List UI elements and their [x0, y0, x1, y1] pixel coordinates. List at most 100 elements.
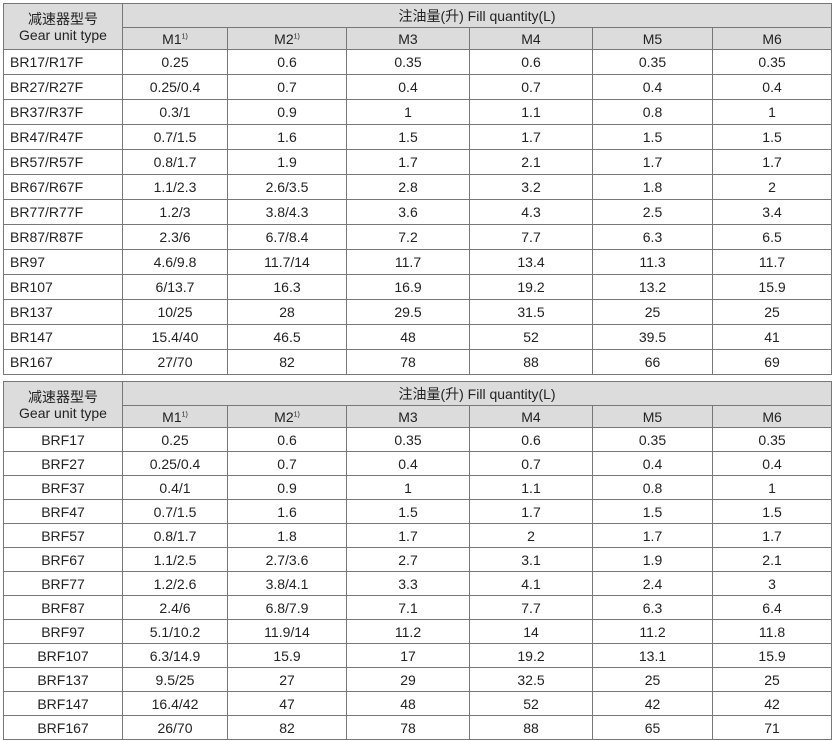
fill-quantity-cell: 71 [711, 715, 833, 740]
fill-quantity-cell: 15.9 [711, 643, 833, 668]
fill-quantity-cell: 0.9 [227, 99, 347, 125]
column-header-m2: M21) [227, 405, 347, 428]
table-row: BRF137 9.5/25 27 29 32.5 25 25 [3, 667, 833, 692]
fill-quantity-cell: 2 [469, 523, 593, 548]
fill-quantity-cell: 46.5 [227, 324, 347, 350]
fill-quantity-cell: 1.7 [469, 499, 593, 524]
fill-quantity-cell: 0.4 [346, 451, 470, 476]
fill-quantity-cell: 1.2/3 [122, 199, 228, 225]
fill-quantity-cell: 1 [346, 99, 470, 125]
fill-quantity-cell: 2.4/6 [122, 595, 228, 620]
fill-quantity-cell: 17 [346, 643, 470, 668]
fill-quantity-cell: 2.4 [592, 571, 713, 596]
fill-quantity-cell: 1.5 [592, 124, 713, 150]
fill-quantity-cell: 1.7 [711, 149, 833, 175]
fill-quantity-cell: 0.35 [346, 49, 470, 75]
gear-unit-type-cell: BRF27 [3, 451, 123, 476]
fill-quantity-cell: 0.4 [711, 74, 833, 100]
fill-quantity-cell: 1 [711, 475, 833, 500]
fill-quantity-cell: 1.5 [346, 499, 470, 524]
gear-unit-type-cell: BRF37 [3, 475, 123, 500]
fill-quantity-cell: 13.2 [592, 274, 713, 300]
table-row: BR47/R47F 0.7/1.5 1.6 1.5 1.7 1.5 1.5 [3, 124, 833, 150]
fill-quantity-cell: 78 [346, 715, 470, 740]
fill-quantity-cell: 1.7 [592, 523, 713, 548]
column-header-m5: M5 [592, 27, 713, 50]
gear-unit-type-cell: BR87/R87F [3, 224, 123, 250]
fill-quantity-cell: 26/70 [122, 715, 228, 740]
gear-unit-type-header: 减速器型号 Gear unit type [3, 381, 123, 428]
fill-quantity-cell: 0.7 [469, 74, 593, 100]
fill-quantity-cell: 1.7 [346, 523, 470, 548]
fill-quantity-cell: 0.7/1.5 [122, 499, 228, 524]
gear-unit-type-cell: BR67/R67F [3, 174, 123, 200]
fill-quantity-cell: 15.9 [711, 274, 833, 300]
gear-unit-type-cell: BR97 [3, 249, 123, 275]
fill-quantity-cell: 19.2 [469, 274, 593, 300]
column-label: M5 [642, 30, 663, 47]
table-row: BRF27 0.25/0.4 0.7 0.4 0.7 0.4 0.4 [3, 451, 833, 476]
gear-unit-type-cell: BR77/R77F [3, 199, 123, 225]
fill-quantity-cell: 52 [469, 324, 593, 350]
fill-quantity-cell: 1.7 [469, 124, 593, 150]
fill-quantity-cell: 4.3 [469, 199, 593, 225]
gear-unit-type-cell: BRF57 [3, 523, 123, 548]
fill-quantity-cell: 15.4/40 [122, 324, 228, 350]
fill-quantity-cell: 1.9 [592, 547, 713, 572]
table-row: BRF77 1.2/2.6 3.8/4.1 3.3 4.1 2.4 3 [3, 571, 833, 596]
column-label: M6 [762, 30, 782, 47]
fill-quantity-cell: 16.9 [346, 274, 470, 300]
fill-quantity-cell: 1.5 [346, 124, 470, 150]
column-label: M1 [162, 408, 182, 425]
fill-quantity-cell: 11.3 [592, 249, 713, 275]
fill-quantity-cell: 78 [346, 349, 470, 375]
fill-quantity-cell: 6.8/7.9 [227, 595, 347, 620]
gear-unit-type-cell: BRF97 [3, 619, 123, 644]
fill-quantity-cell: 4.6/9.8 [122, 249, 228, 275]
fill-quantity-cell: 3.4 [711, 199, 833, 225]
fill-quantity-cell: 1.8 [227, 523, 347, 548]
fill-quantity-cell: 88 [469, 715, 593, 740]
table-row: BRF97 5.1/10.2 11.9/14 11.2 14 11.2 11.8 [3, 619, 833, 644]
fill-quantity-cell: 0.7 [469, 451, 593, 476]
fill-quantity-cell: 1.6 [227, 124, 347, 150]
fill-quantity-cell: 39.5 [592, 324, 713, 350]
fill-quantity-cell: 1.5 [711, 499, 833, 524]
column-label: M2 [274, 30, 294, 47]
column-header-m6: M6 [711, 405, 833, 428]
fill-quantity-cell: 6.3 [592, 224, 713, 250]
gear-unit-type-cell: BRF47 [3, 499, 123, 524]
fill-quantity-cell: 41 [711, 324, 833, 350]
fill-quantity-cell: 25 [592, 667, 713, 692]
fill-quantity-cell: 0.4 [592, 451, 713, 476]
fill-quantity-cell: 1.1/2.5 [122, 547, 228, 572]
fill-quantity-cell: 0.7 [227, 74, 347, 100]
fill-quantity-cell: 0.4 [346, 74, 470, 100]
fill-quantity-cell: 0.8/1.7 [122, 149, 228, 175]
fill-quantity-cell: 11.7 [346, 249, 470, 275]
fill-quantity-cell: 6.4 [711, 595, 833, 620]
fill-quantity-cell: 6.7/8.4 [227, 224, 347, 250]
table-row: BRF167 26/70 82 78 88 65 71 [3, 715, 833, 740]
fill-quantity-cell: 16.3 [227, 274, 347, 300]
fill-quantity-cell: 1.8 [592, 174, 713, 200]
fill-quantity-cell: 2.6/3.5 [227, 174, 347, 200]
fill-quantity-cell: 0.25 [122, 49, 228, 75]
fill-quantity-cell: 48 [346, 324, 470, 350]
fill-quantity-cell: 13.1 [592, 643, 713, 668]
fill-quantity-cell: 7.2 [346, 224, 470, 250]
fill-quantity-cell: 1.1 [469, 475, 593, 500]
gear-unit-type-cell: BR17/R17F [3, 49, 123, 75]
fill-quantity-cell: 0.8/1.7 [122, 523, 228, 548]
fill-quantity-cell: 0.8 [592, 475, 713, 500]
fill-quantity-cell: 1.6 [227, 499, 347, 524]
gear-unit-type-cell: BRF147 [3, 691, 123, 716]
fill-quantity-cell: 19.2 [469, 643, 593, 668]
table-row: BRF17 0.25 0.6 0.35 0.6 0.35 0.35 [3, 427, 833, 452]
fill-quantity-header: 注油量(升) Fill quantity(L) [121, 381, 833, 406]
fill-quantity-cell: 10/25 [122, 299, 228, 325]
gear-unit-type-cell: BR47/R47F [3, 124, 123, 150]
column-label: M2 [274, 408, 294, 425]
fill-quantity-cell: 0.4 [592, 74, 713, 100]
